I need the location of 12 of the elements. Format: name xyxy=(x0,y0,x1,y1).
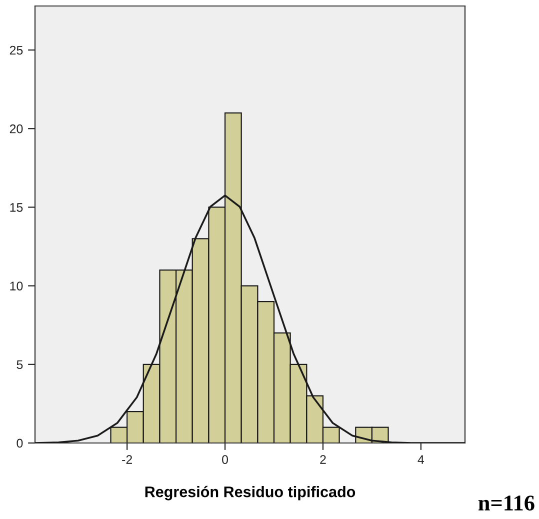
y-tick-label: 20 xyxy=(10,124,23,134)
x-tick-label: 4 xyxy=(418,455,424,464)
y-tick-label: 0 xyxy=(16,438,23,448)
y-tick-label: 15 xyxy=(10,203,23,212)
y-tick-label: 10 xyxy=(10,282,23,290)
y-tick-label: 5 xyxy=(16,360,23,370)
x-axis-title: Regresión Residuo tipificado xyxy=(145,486,356,500)
x-tick-label: 0 xyxy=(222,455,228,464)
y-tick-label: 25 xyxy=(10,46,23,55)
x-tick-label: 2 xyxy=(320,455,326,464)
x-tick-label: -2 xyxy=(122,455,132,464)
text: n=116 xyxy=(478,496,534,511)
